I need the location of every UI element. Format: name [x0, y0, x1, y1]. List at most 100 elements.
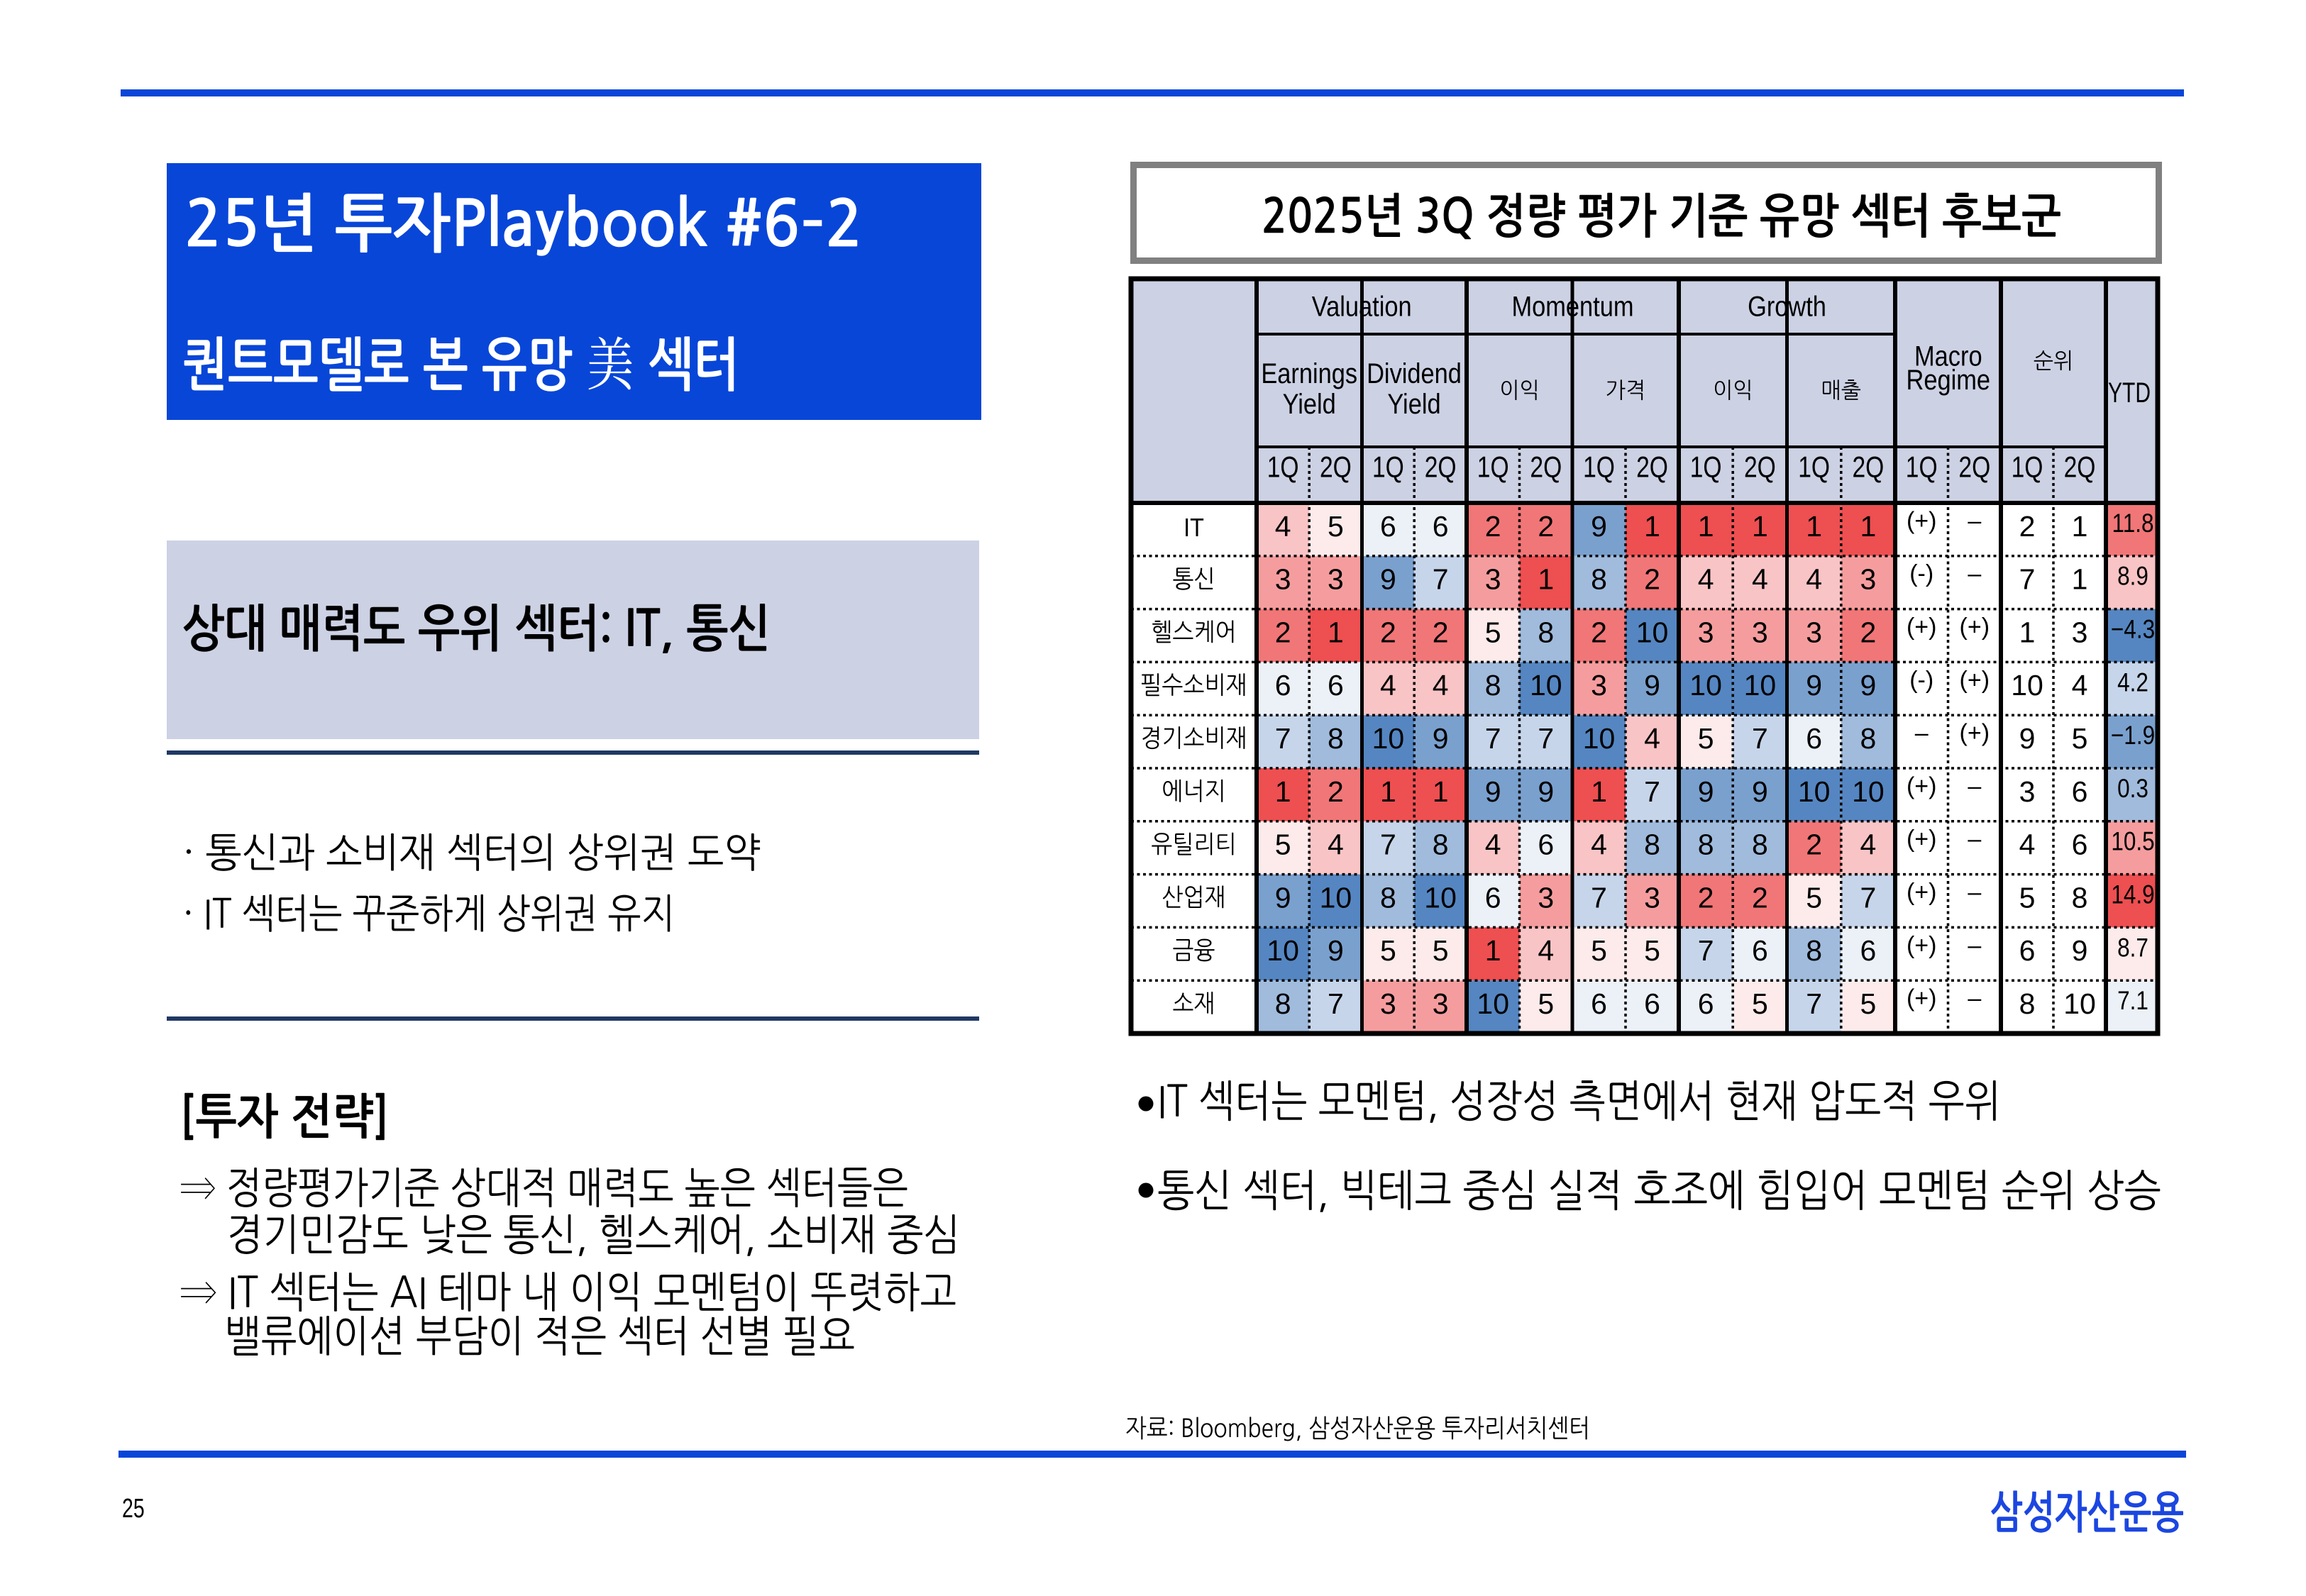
svg-text:7: 7 [1328, 987, 1344, 1020]
svg-text:10.5: 10.5 [2111, 827, 2154, 856]
svg-text:–: – [1915, 720, 1929, 747]
svg-text:7: 7 [1538, 722, 1554, 755]
svg-text:4: 4 [1860, 829, 1876, 861]
svg-text:2: 2 [1328, 775, 1344, 808]
svg-text:(+): (+) [1907, 614, 1937, 641]
svg-text:3: 3 [1860, 563, 1876, 596]
svg-text:1: 1 [2019, 616, 2036, 648]
svg-text:1: 1 [1275, 775, 1291, 808]
svg-text:4: 4 [1538, 934, 1554, 967]
svg-text:1: 1 [1860, 510, 1876, 543]
svg-text:1: 1 [1752, 510, 1768, 543]
svg-text:8.7: 8.7 [2117, 933, 2148, 963]
svg-text:1: 1 [1485, 934, 1501, 967]
svg-text:1Q: 1Q [1798, 451, 1830, 484]
svg-text:Growth: Growth [1748, 290, 1826, 322]
svg-text:(+): (+) [1907, 826, 1937, 853]
svg-text:7: 7 [1591, 881, 1607, 914]
svg-text:5: 5 [1328, 510, 1344, 543]
svg-text:6: 6 [1538, 829, 1554, 861]
svg-text:9: 9 [1485, 775, 1501, 808]
svg-text:10: 10 [1477, 987, 1509, 1020]
svg-text:5: 5 [1538, 987, 1554, 1020]
svg-text:9: 9 [1328, 934, 1344, 967]
svg-text:2: 2 [1806, 829, 1822, 861]
svg-text:10: 10 [1852, 775, 1885, 808]
svg-text:2: 2 [1698, 881, 1714, 914]
svg-text:1: 1 [2072, 563, 2088, 596]
svg-text:8: 8 [1860, 722, 1876, 755]
svg-text:8: 8 [2019, 987, 2036, 1020]
svg-text:3: 3 [1433, 987, 1449, 1020]
svg-text:Valuation: Valuation [1312, 290, 1412, 322]
svg-text:5: 5 [1275, 829, 1291, 861]
svg-text:9: 9 [1380, 563, 1396, 596]
svg-text:2Q: 2Q [1958, 451, 1990, 484]
svg-text:8: 8 [1591, 563, 1607, 596]
svg-text:2: 2 [1860, 616, 1876, 648]
svg-text:9: 9 [1591, 510, 1607, 543]
svg-text:6: 6 [1380, 510, 1396, 543]
svg-text:9: 9 [1860, 669, 1876, 702]
svg-text:–: – [1968, 560, 1981, 587]
svg-text:4: 4 [1698, 563, 1714, 596]
svg-text:3: 3 [1380, 987, 1396, 1020]
svg-text:5: 5 [1485, 616, 1501, 648]
svg-text:7: 7 [1275, 722, 1291, 755]
svg-text:10: 10 [1372, 722, 1405, 755]
svg-text:2: 2 [1644, 563, 1660, 596]
svg-text:9: 9 [1806, 669, 1822, 702]
svg-text:2Q: 2Q [1530, 451, 1562, 484]
svg-text:5: 5 [1380, 934, 1396, 967]
svg-text:3: 3 [1275, 563, 1291, 596]
svg-text:–: – [1968, 772, 1981, 799]
svg-text:9: 9 [2019, 722, 2036, 755]
svg-text:10: 10 [1530, 669, 1562, 702]
svg-text:4: 4 [1328, 829, 1344, 861]
svg-text:7.1: 7.1 [2117, 987, 2148, 1016]
svg-text:10: 10 [1424, 881, 1457, 914]
svg-text:3: 3 [1644, 881, 1660, 914]
svg-text:(+): (+) [1960, 720, 1990, 747]
svg-text:4: 4 [2019, 829, 2036, 861]
svg-text:4: 4 [1591, 829, 1607, 861]
svg-text:1Q: 1Q [1372, 451, 1404, 484]
svg-text:Earnings: Earnings [1261, 358, 1357, 389]
svg-text:(-): (-) [1909, 667, 1933, 694]
svg-text:5: 5 [1433, 934, 1449, 967]
svg-text:(+): (+) [1960, 614, 1990, 641]
svg-text:5: 5 [1806, 881, 1822, 914]
svg-text:9: 9 [1752, 775, 1768, 808]
svg-text:2: 2 [1275, 616, 1291, 648]
svg-text:10: 10 [1744, 669, 1777, 702]
svg-text:10: 10 [1583, 722, 1616, 755]
svg-text:7: 7 [1485, 722, 1501, 755]
svg-text:2Q: 2Q [1636, 451, 1668, 484]
svg-text:−1.9: −1.9 [2111, 721, 2155, 750]
svg-text:7: 7 [1433, 563, 1449, 596]
svg-text:11.8: 11.8 [2112, 509, 2154, 538]
svg-text:1: 1 [1538, 563, 1554, 596]
svg-text:6: 6 [1328, 669, 1344, 702]
svg-text:4.2: 4.2 [2117, 668, 2148, 697]
svg-text:1Q: 1Q [1477, 451, 1509, 484]
svg-text:5: 5 [1591, 934, 1607, 967]
svg-text:5: 5 [1698, 722, 1714, 755]
svg-text:5: 5 [2072, 722, 2088, 755]
svg-text:6: 6 [1698, 987, 1714, 1020]
svg-text:4: 4 [1752, 563, 1768, 596]
svg-text:6: 6 [2019, 934, 2036, 967]
svg-text:9: 9 [1538, 775, 1554, 808]
svg-text:9: 9 [1698, 775, 1714, 808]
svg-text:2: 2 [1433, 616, 1449, 648]
svg-text:6: 6 [1275, 669, 1291, 702]
svg-text:7: 7 [1806, 987, 1822, 1020]
svg-text:8: 8 [1644, 829, 1660, 861]
svg-text:(-): (-) [1909, 560, 1933, 587]
svg-text:–: – [1968, 507, 1981, 534]
svg-text:4: 4 [1433, 669, 1449, 702]
svg-text:8: 8 [1538, 616, 1554, 648]
svg-text:3: 3 [2019, 775, 2036, 808]
svg-text:1: 1 [2072, 510, 2088, 543]
svg-text:Yield: Yield [1283, 388, 1336, 420]
